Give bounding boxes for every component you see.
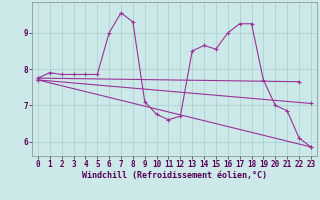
- X-axis label: Windchill (Refroidissement éolien,°C): Windchill (Refroidissement éolien,°C): [82, 171, 267, 180]
